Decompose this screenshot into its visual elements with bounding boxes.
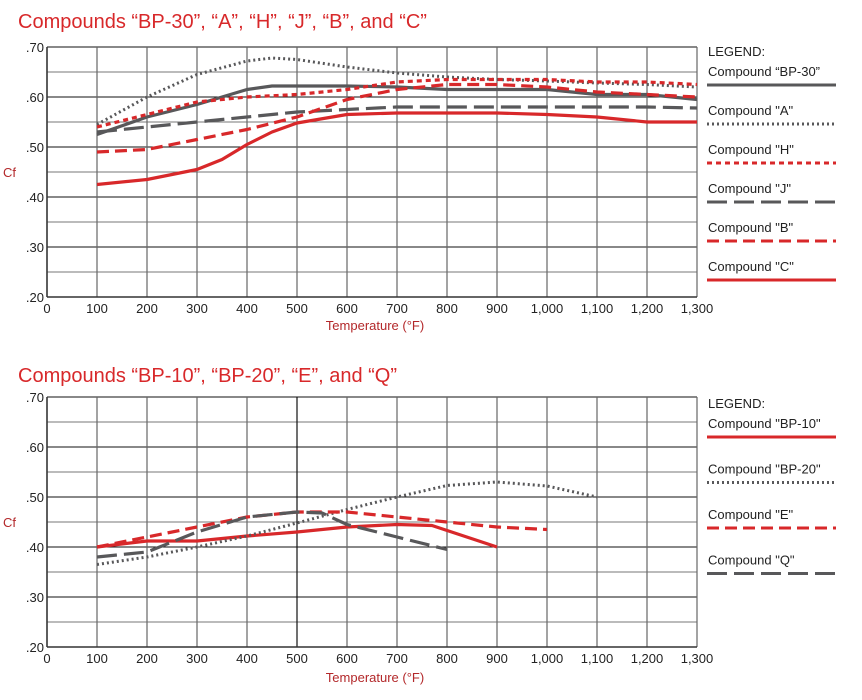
series-line-3 [96, 77, 698, 129]
x-tick-label: 800 [436, 301, 458, 316]
series-line-3 [96, 510, 548, 549]
legend-label: Compound "Q" [708, 553, 795, 568]
x-tick-label: 1,100 [581, 301, 614, 316]
x-tick-label: 200 [136, 301, 158, 316]
y-tick-label: .20 [26, 290, 44, 305]
x-tick-label: 0 [43, 301, 50, 316]
x-tick-label: 1,300 [681, 651, 714, 666]
series-line-2 [96, 480, 598, 566]
x-tick-label: 1,000 [531, 301, 564, 316]
legend-title: LEGEND: [708, 44, 765, 59]
x-tick-label: 600 [336, 301, 358, 316]
x-tick-label: 400 [236, 651, 258, 666]
legend-label: Compound "E" [708, 507, 793, 522]
x-axis-label: Temperature (°F) [326, 670, 424, 685]
legend-title: LEGEND: [708, 396, 765, 411]
chart-panel-2: Compounds “BP-10”, “BP-20”, “E”, and “Q”… [3, 365, 836, 685]
x-tick-label: 700 [386, 651, 408, 666]
legend-label: Compound "H" [708, 142, 794, 157]
y-tick-label: .40 [26, 540, 44, 555]
y-tick-label: .30 [26, 240, 44, 255]
y-tick-label: .70 [26, 390, 44, 405]
y-tick-label: .20 [26, 640, 44, 655]
x-tick-label: 500 [286, 651, 308, 666]
y-tick-label: .60 [26, 440, 44, 455]
chart-panel-1: Compounds “BP-30”, “A”, “H”, “J”, “B”, a… [3, 11, 836, 333]
y-tick-label: .70 [26, 40, 44, 55]
x-tick-label: 900 [486, 301, 508, 316]
x-tick-label: 200 [136, 651, 158, 666]
y-tick-label: .30 [26, 590, 44, 605]
series-line-4 [96, 105, 698, 134]
legend-label: Compound "J" [708, 181, 791, 196]
x-tick-label: 0 [43, 651, 50, 666]
legend-label: Compound "BP-20" [708, 462, 821, 477]
x-tick-label: 1,300 [681, 301, 714, 316]
series-line-6 [96, 111, 697, 187]
y-axis-label: Cf [3, 165, 16, 180]
x-tick-label: 900 [486, 651, 508, 666]
x-axis-label: Temperature (°F) [326, 318, 424, 333]
y-tick-label: .40 [26, 190, 44, 205]
x-tick-label: 500 [286, 301, 308, 316]
y-tick-label: .60 [26, 90, 44, 105]
x-tick-label: 100 [86, 301, 108, 316]
legend-label: Compound "B" [708, 220, 793, 235]
y-tick-label: .50 [26, 140, 44, 155]
series-line-5 [96, 82, 698, 154]
x-tick-label: 1,100 [581, 651, 614, 666]
series-line-4 [96, 510, 448, 559]
legend-label: Compound “BP-30” [708, 64, 820, 79]
y-tick-label: .50 [26, 490, 44, 505]
x-tick-label: 300 [186, 651, 208, 666]
x-tick-label: 800 [436, 651, 458, 666]
legend-label: Compound "A" [708, 103, 793, 118]
x-tick-label: 400 [236, 301, 258, 316]
x-tick-label: 300 [186, 301, 208, 316]
x-tick-label: 1,200 [631, 651, 664, 666]
series-line-1 [96, 522, 498, 549]
chart-title: Compounds “BP-10”, “BP-20”, “E”, and “Q” [18, 365, 397, 387]
x-tick-label: 600 [336, 651, 358, 666]
x-tick-label: 700 [386, 301, 408, 316]
x-tick-label: 1,000 [531, 651, 564, 666]
chart-title: Compounds “BP-30”, “A”, “H”, “J”, “B”, a… [18, 11, 427, 33]
legend-label: Compound "BP-10" [708, 416, 821, 431]
legend-label: Compound "C" [708, 259, 794, 274]
y-axis-label: Cf [3, 515, 16, 530]
x-tick-label: 1,200 [631, 301, 664, 316]
x-tick-label: 100 [86, 651, 108, 666]
